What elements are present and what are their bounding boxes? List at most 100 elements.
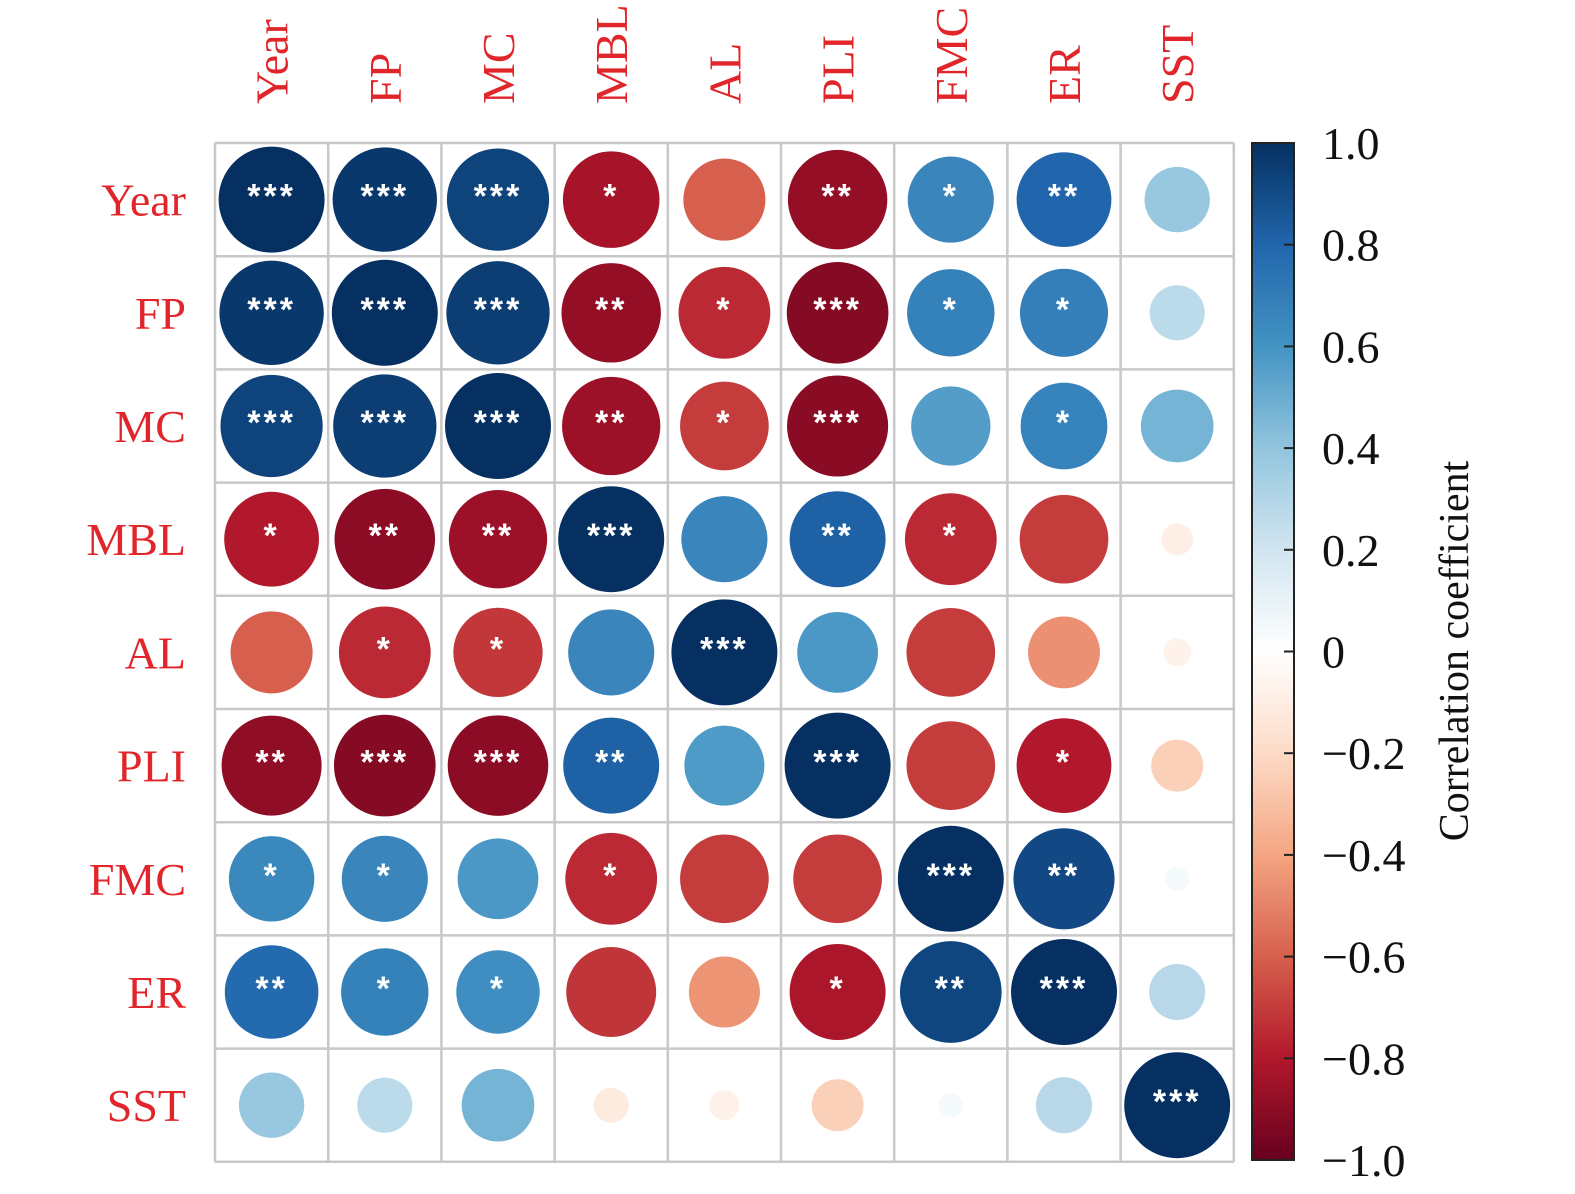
significance-label: *** (247, 291, 296, 329)
significance-label: *** (360, 178, 409, 216)
correlation-circle (224, 945, 319, 1039)
column-label: FMC (926, 7, 977, 104)
significance-label: * (377, 630, 393, 668)
significance-label: * (603, 857, 619, 895)
significance-label: ** (821, 517, 853, 555)
significance-label: ** (935, 970, 967, 1008)
row-label: FP (135, 288, 186, 339)
significance-label: * (1056, 291, 1072, 329)
correlation-circle (341, 835, 428, 922)
correlation-circle (683, 158, 766, 241)
correlation-circle (334, 488, 436, 590)
column-label: PLI (813, 35, 864, 104)
correlation-circle (1019, 494, 1109, 584)
correlation-circle (566, 947, 657, 1037)
correlation-circle (907, 156, 994, 243)
significance-label: *** (474, 404, 523, 442)
colorbar: 1.0 0.8 0.6 0.4 0.2 0 −0.2 −0.4 −0.6 −0.8 −1.0 Corr… (1251, 118, 1478, 1186)
significance-label: *** (247, 178, 296, 216)
column-label: FP (360, 53, 411, 104)
significance-label: ** (821, 178, 853, 216)
correlation-circle (238, 1072, 305, 1138)
correlation-circle (228, 836, 315, 922)
row-label: MC (114, 401, 186, 452)
correlation-circle (1144, 166, 1210, 233)
significance-label: ** (255, 744, 287, 782)
correlation-circle (218, 146, 325, 253)
significance-label: * (943, 178, 959, 216)
correlation-circle (1019, 268, 1109, 357)
significance-label: * (603, 178, 619, 216)
significance-label: ** (595, 291, 627, 329)
correlation-circle (1011, 939, 1117, 1045)
significance-label: *** (926, 857, 975, 895)
significance-label: * (943, 291, 959, 329)
correlation-circle (911, 386, 991, 466)
correlation-circle (219, 260, 324, 365)
correlation-circle (787, 375, 889, 477)
significance-label: ** (482, 517, 514, 555)
significance-label: *** (247, 404, 296, 442)
correlation-circle (787, 149, 888, 250)
significance-label: * (1056, 404, 1072, 442)
significance-label: *** (700, 630, 749, 668)
correlation-circle (680, 834, 769, 924)
significance-label: ** (595, 404, 627, 442)
column-label: Year (247, 19, 298, 104)
significance-label: *** (813, 404, 862, 442)
correlation-circle (786, 261, 889, 364)
correlation-circle (1035, 1077, 1093, 1134)
significance-label: *** (1040, 970, 1089, 1008)
correlation-circle (221, 715, 322, 816)
row-label: MBL (86, 514, 186, 565)
variable-labels: Year Year FP FP MC MC MBL MBL AL AL PLI PLI FMC FMC ER… (86, 4, 1203, 1131)
correlation-circle (681, 496, 768, 583)
correlation-circle (811, 1079, 864, 1132)
correlation-circle (684, 725, 765, 806)
correlation-circle (230, 611, 313, 694)
row-label: Year (101, 175, 186, 226)
correlation-circle (446, 148, 550, 251)
colorbar-tick-label: 0.2 (1322, 525, 1380, 576)
significance-label: ** (1048, 178, 1080, 216)
column-label: SST (1152, 25, 1203, 104)
significance-label: ** (1048, 857, 1080, 895)
correlation-circle (457, 838, 539, 920)
correlation-circle (1016, 718, 1112, 814)
correlation-circle (793, 834, 882, 924)
colorbar-tick-label: 1.0 (1322, 118, 1380, 169)
significance-label: *** (360, 744, 409, 782)
significance-label: *** (1153, 1083, 1202, 1121)
row-label: SST (107, 1080, 186, 1131)
correlation-circle (1149, 963, 1206, 1021)
significance-label: * (829, 970, 845, 1008)
correlation-circle (678, 266, 771, 359)
correlation-circle (333, 374, 437, 478)
correlation-circle (446, 261, 550, 365)
correlation-circle (562, 376, 661, 476)
significance-label: * (490, 970, 506, 1008)
significance-label: * (377, 857, 393, 895)
row-label: PLI (117, 741, 186, 792)
column-label: MBL (586, 4, 637, 104)
column-label: AL (699, 43, 750, 104)
correlation-circle (456, 950, 540, 1034)
correlation-circle (906, 721, 996, 810)
correlation-circle (671, 599, 778, 706)
colorbar-tick-label: −0.2 (1322, 728, 1405, 779)
correlation-circle (904, 493, 997, 586)
correlation-circle (558, 486, 665, 593)
significance-label: ** (595, 744, 627, 782)
correlation-circle (220, 374, 323, 478)
correlation-circle (1124, 1052, 1231, 1159)
correlation-circle (1163, 638, 1192, 667)
correlation-circle (1149, 285, 1205, 341)
correlation-circle (448, 490, 548, 589)
correlation-circle (562, 151, 660, 248)
correlation-circle (938, 1093, 963, 1118)
colorbar-tick-label: −1.0 (1322, 1135, 1405, 1186)
correlation-circle (709, 1090, 740, 1121)
colorbar-tick-label: −0.4 (1322, 830, 1405, 881)
significance-label: *** (474, 744, 523, 782)
